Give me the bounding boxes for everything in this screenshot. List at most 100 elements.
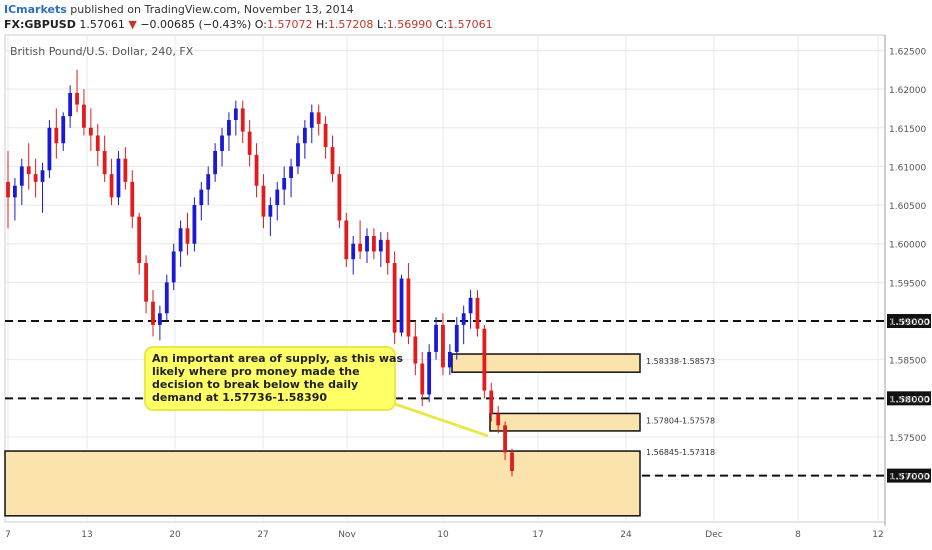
candle-body bbox=[240, 108, 245, 132]
candle-body bbox=[88, 127, 93, 136]
candle-body bbox=[378, 239, 383, 252]
grid bbox=[4, 34, 886, 523]
candle-body bbox=[178, 228, 183, 252]
candle-body bbox=[261, 185, 266, 217]
candle-body bbox=[95, 135, 100, 151]
price-change: −0.00685 (−0.43%) bbox=[140, 18, 252, 31]
level-price-label: 1.57000 bbox=[889, 473, 930, 483]
low-label: L: bbox=[376, 18, 387, 31]
candle-body bbox=[213, 150, 218, 175]
candle-body bbox=[130, 181, 135, 217]
level-price-label: 1.58000 bbox=[889, 395, 930, 405]
y-tick-label: 1.58000 bbox=[889, 395, 926, 405]
close-value: 1.57061 bbox=[447, 18, 493, 31]
high-label: H: bbox=[315, 18, 328, 31]
candle-body bbox=[427, 351, 432, 395]
candle-body bbox=[385, 239, 390, 264]
x-tick-label: 7 bbox=[5, 530, 11, 540]
candle-body bbox=[510, 452, 514, 471]
candle-body bbox=[275, 189, 280, 206]
candle-body bbox=[351, 243, 356, 260]
candle-body bbox=[475, 297, 480, 329]
x-tick-label: 10 bbox=[437, 530, 449, 540]
candle-body bbox=[482, 328, 487, 391]
open-label: O: bbox=[254, 18, 267, 31]
candle-body bbox=[468, 297, 473, 314]
candle-body bbox=[420, 363, 425, 395]
candle-body bbox=[247, 131, 252, 155]
close-label: C: bbox=[435, 18, 448, 31]
candle-body bbox=[399, 278, 404, 333]
candle-body bbox=[68, 92, 73, 117]
down-arrow-icon: ▼ bbox=[128, 18, 137, 31]
y-tick-label: 1.59000 bbox=[889, 318, 926, 328]
candle-body bbox=[151, 301, 155, 325]
candle-body bbox=[365, 235, 369, 252]
candle-body bbox=[406, 278, 411, 337]
candle-body bbox=[40, 170, 45, 182]
low-value: 1.56990 bbox=[386, 18, 433, 31]
candle-body bbox=[82, 104, 86, 128]
candle-body bbox=[323, 123, 328, 148]
zone-box bbox=[4, 450, 641, 517]
candle-body bbox=[268, 205, 273, 217]
candle-body bbox=[392, 263, 397, 333]
y-tick-label: 1.60500 bbox=[889, 202, 926, 212]
level-price-tag bbox=[887, 314, 931, 329]
candle-body bbox=[26, 166, 31, 175]
candle-body bbox=[102, 150, 107, 175]
candle-body bbox=[61, 116, 66, 144]
x-tick-label: Dec bbox=[705, 530, 722, 540]
y-tick-label: 1.59500 bbox=[889, 279, 926, 289]
candle-body bbox=[358, 243, 363, 252]
candle-body bbox=[254, 154, 259, 186]
candle-body bbox=[157, 313, 162, 325]
zone-box bbox=[489, 412, 641, 432]
candle-body bbox=[447, 351, 452, 368]
x-tick-label: 27 bbox=[257, 530, 268, 540]
y-tick-label: 1.61000 bbox=[889, 163, 926, 173]
candles bbox=[6, 69, 514, 477]
y-tick-label: 1.62000 bbox=[889, 86, 926, 96]
candle-body bbox=[330, 147, 335, 175]
x-tick-label: 20 bbox=[169, 530, 181, 540]
publish-info: ICmarkets published on TradingView.com, … bbox=[4, 3, 354, 16]
candle-body bbox=[171, 251, 176, 283]
high-value: 1.57208 bbox=[327, 18, 374, 31]
quote-bar: FX:GBPUSD 1.57061 ▼ −0.00685 (−0.43%) O:… bbox=[4, 18, 493, 31]
candle-body bbox=[233, 108, 238, 121]
candle-body bbox=[109, 174, 114, 198]
candle-body bbox=[316, 112, 321, 124]
candle-body bbox=[413, 336, 418, 364]
x-tick-label: 12 bbox=[872, 530, 883, 540]
level-price-label: 1.59000 bbox=[889, 318, 930, 328]
candle-body bbox=[344, 220, 349, 260]
y-tick-label: 1.58500 bbox=[889, 357, 926, 367]
candle-body bbox=[185, 228, 190, 244]
chart-title: British Pound/U.S. Dollar, 240, FX bbox=[10, 45, 194, 58]
publisher-name[interactable]: ICmarkets bbox=[4, 3, 67, 16]
plot-frame bbox=[4, 34, 886, 523]
candle-body bbox=[296, 143, 300, 167]
candle-body bbox=[33, 174, 38, 182]
candle-body bbox=[123, 158, 128, 182]
candle-body bbox=[461, 313, 466, 325]
x-tick-label: Nov bbox=[338, 530, 356, 540]
candle-body bbox=[227, 120, 231, 136]
candle-body bbox=[503, 425, 507, 453]
x-tick-label: 8 bbox=[795, 530, 801, 540]
candle-body bbox=[54, 127, 59, 144]
candle-body bbox=[496, 413, 501, 426]
x-tick-label: 17 bbox=[532, 530, 543, 540]
y-tick-label: 1.57500 bbox=[889, 434, 926, 444]
last-price: 1.57061 bbox=[79, 18, 125, 31]
candle-body bbox=[6, 181, 10, 198]
zone-label: 1.57804-1.57578 bbox=[646, 416, 715, 425]
zone-label: 1.56845-1.57318 bbox=[646, 448, 715, 457]
candle-body bbox=[47, 127, 52, 171]
y-tick-label: 1.62500 bbox=[889, 47, 926, 57]
candle-body bbox=[302, 127, 307, 144]
candle-body bbox=[206, 174, 211, 190]
candle-body bbox=[489, 390, 494, 414]
